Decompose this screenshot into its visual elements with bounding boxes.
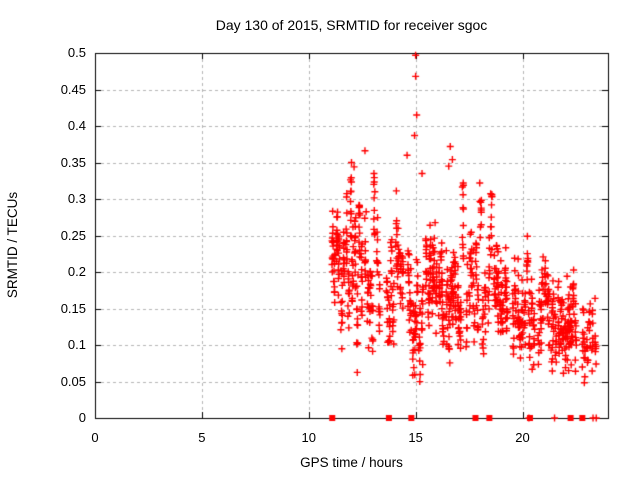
x-tick-label: 20 [515, 430, 530, 445]
x-tick-label: 0 [91, 430, 99, 445]
y-tick-label: 0.45 [60, 81, 86, 97]
y-tick-label: 0.1 [67, 337, 86, 352]
chart-title: Day 130 of 2015, SRMTID for receiver sgo… [215, 17, 488, 33]
y-tick-label: 0.2 [67, 264, 86, 279]
y-tick-label: 0.5 [67, 45, 86, 60]
y-tick-label: 0 [78, 410, 86, 425]
y-tick-label: 0.4 [67, 118, 86, 133]
y-tick-label: 0.35 [60, 154, 86, 170]
y-axis-label: SRMTID / TECUs [5, 191, 20, 299]
x-tick-label: 10 [301, 430, 316, 445]
y-tick-label: 0.15 [60, 300, 86, 316]
y-tick-label: 0.05 [60, 373, 86, 389]
x-axis-label: GPS time / hours [300, 455, 403, 470]
x-tick-label: 15 [408, 430, 423, 445]
y-tick-label: 0.25 [60, 227, 86, 243]
x-tick-label: 5 [198, 430, 206, 445]
y-tick-label: 0.3 [67, 191, 86, 206]
